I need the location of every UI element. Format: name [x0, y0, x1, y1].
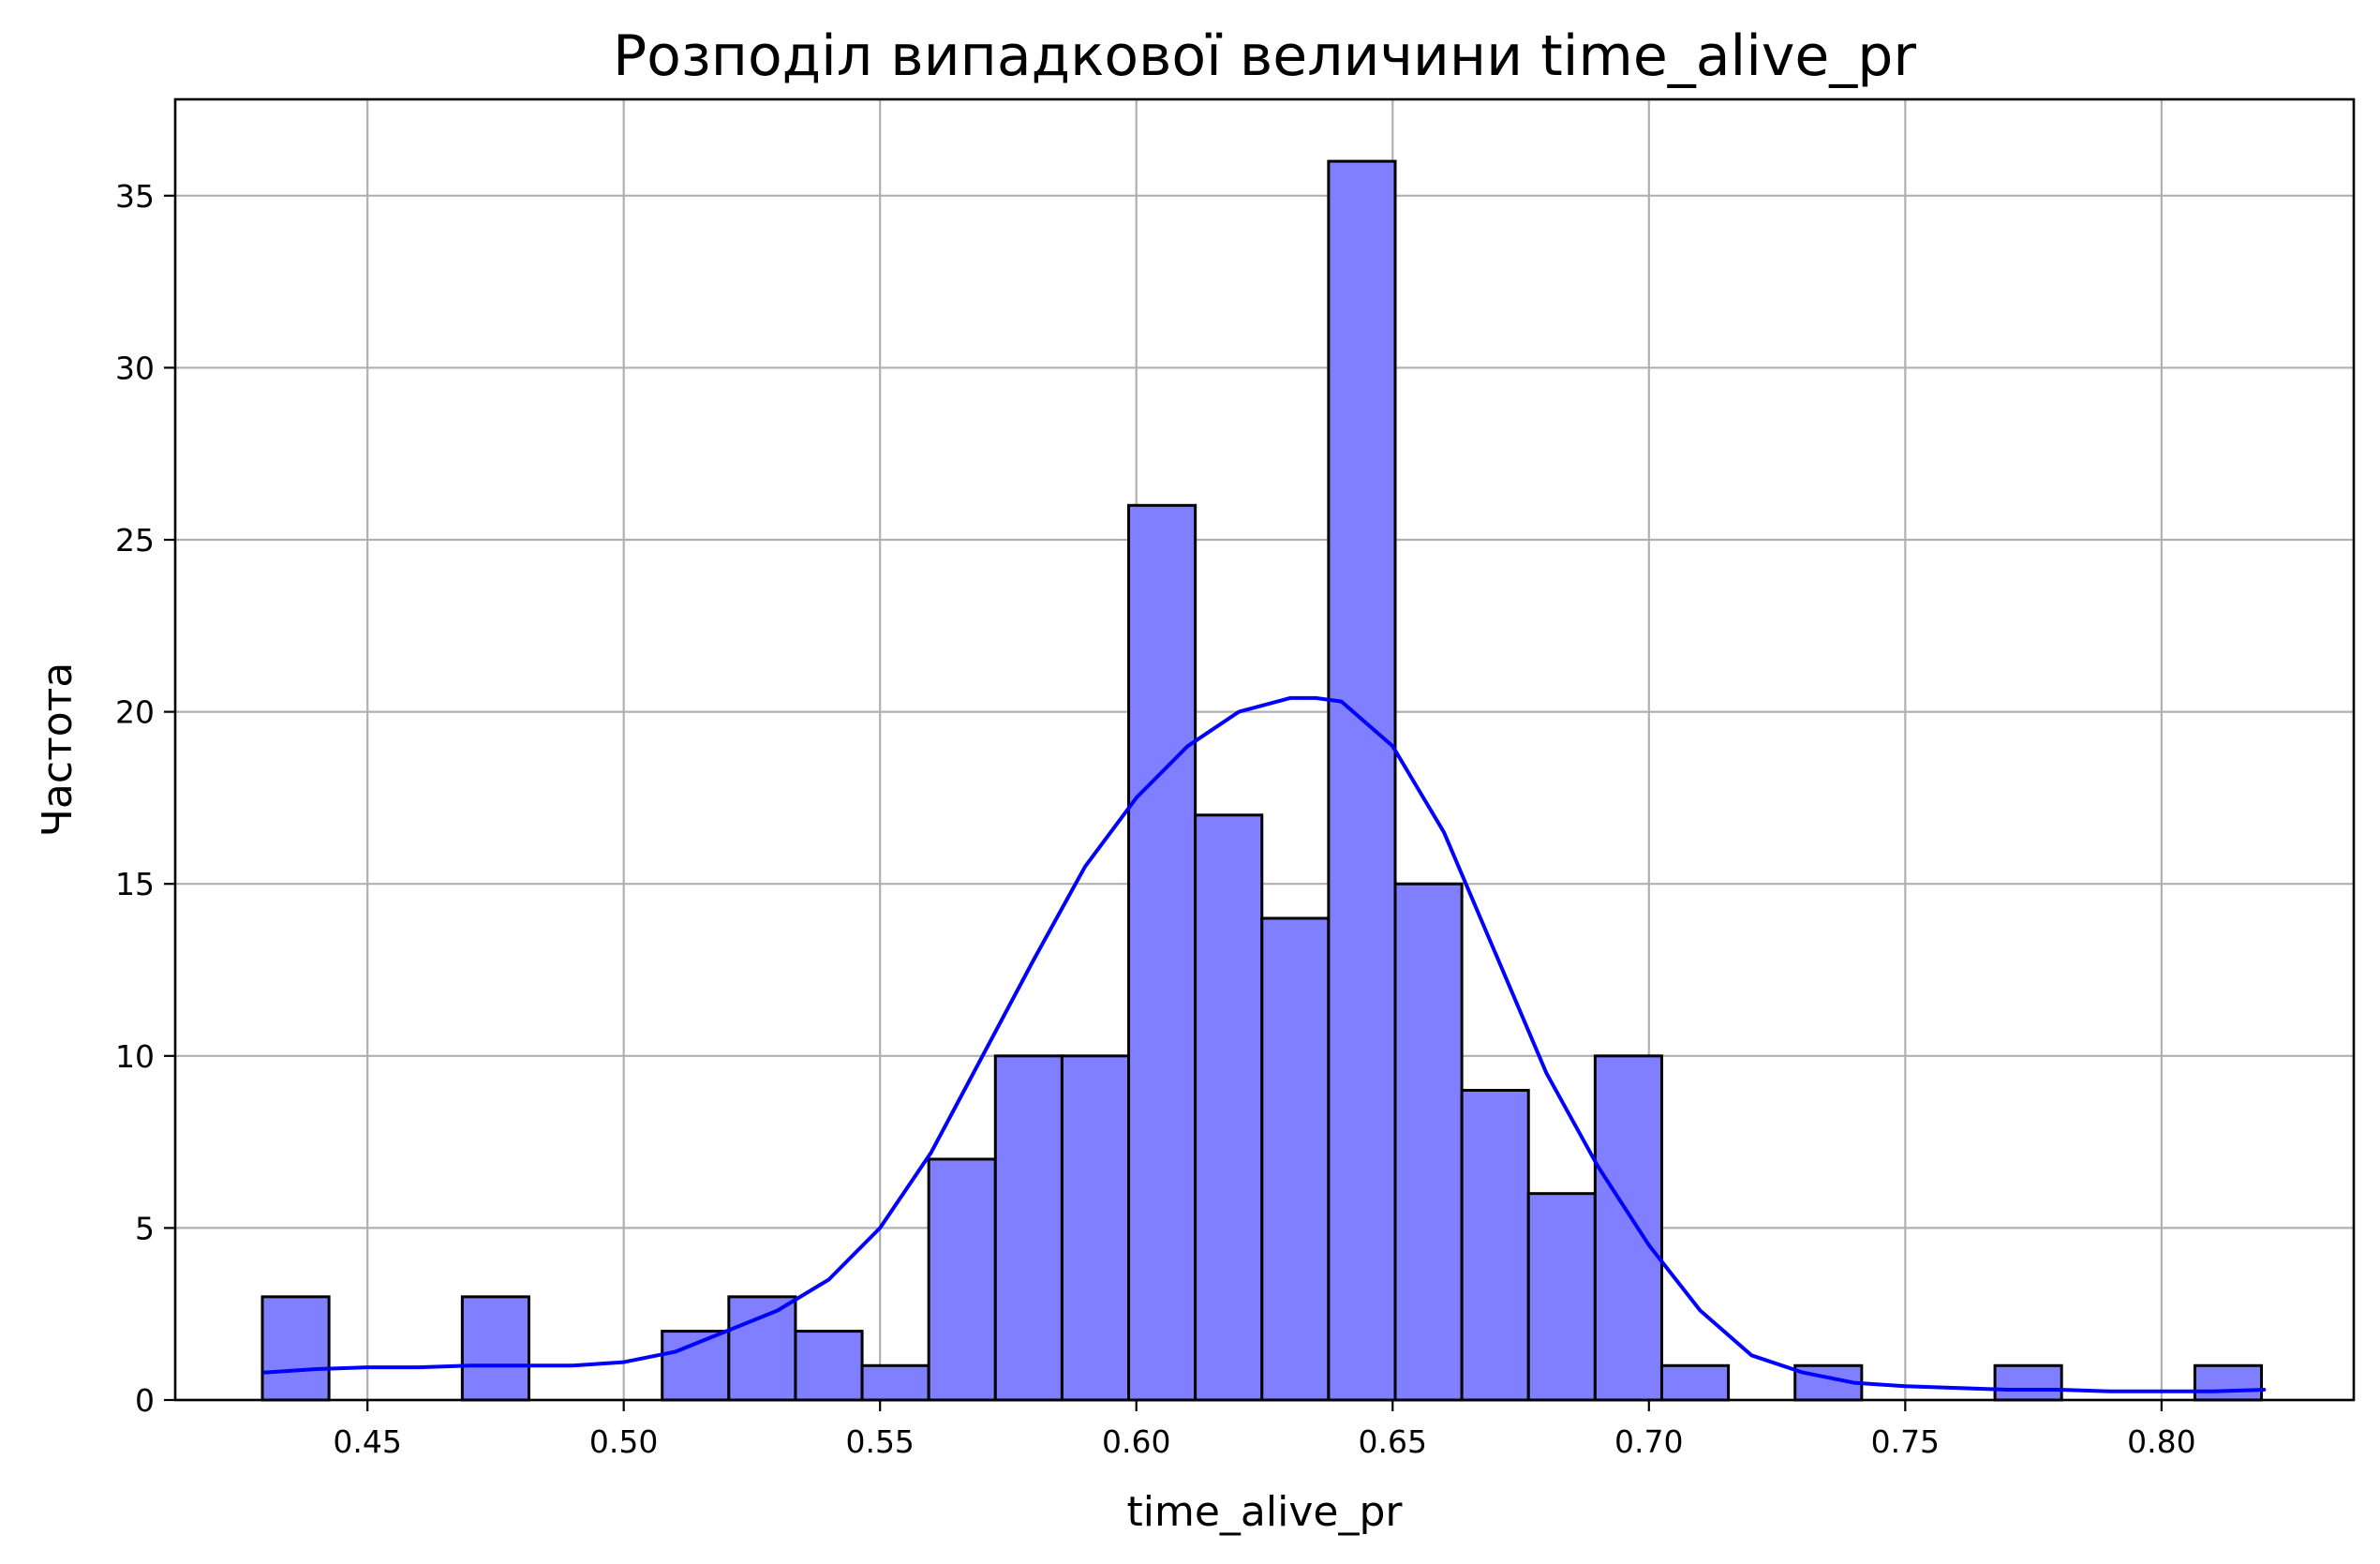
- y-tick-label: 15: [115, 866, 155, 902]
- x-tick-label: 0.50: [589, 1423, 658, 1460]
- histogram-bar: [1993, 1363, 2063, 1402]
- y-tick-label: 25: [115, 522, 155, 559]
- y-tick-label: 20: [115, 694, 155, 731]
- histogram-bar: [260, 1295, 331, 1402]
- histogram-bar: [1526, 1192, 1597, 1402]
- x-tick-label: 0.65: [1359, 1423, 1427, 1460]
- x-axis-label: time_alive_pr: [1127, 1488, 1404, 1536]
- histogram-bar: [1194, 813, 1264, 1402]
- histogram-bar: [1127, 503, 1197, 1402]
- y-tick-label: 35: [115, 178, 155, 215]
- histogram-bar: [661, 1330, 731, 1402]
- x-tick-label: 0.45: [333, 1423, 401, 1460]
- histogram-bar: [993, 1054, 1064, 1402]
- x-tick-label: 0.55: [845, 1423, 914, 1460]
- y-axis-label: Частота: [34, 663, 82, 837]
- x-tick-label: 0.80: [2127, 1423, 2195, 1460]
- x-tick-label: 0.70: [1614, 1423, 1683, 1460]
- y-tick-label: 30: [115, 350, 155, 386]
- histogram-bar: [1060, 1054, 1131, 1402]
- grid-lines: [175, 99, 2354, 1402]
- y-tick-label: 10: [115, 1038, 155, 1075]
- x-axis-ticks: 0.45 0.50 0.55 0.60 0.65 0.70 0.75 0.80: [333, 1400, 2196, 1460]
- histogram-bar: [727, 1295, 797, 1402]
- histogram-bar: [1393, 882, 1464, 1402]
- x-tick-label: 0.75: [1871, 1423, 1940, 1460]
- histogram-bar: [1593, 1054, 1663, 1402]
- histogram-bar: [927, 1157, 997, 1402]
- histogram-bar: [1327, 159, 1397, 1402]
- histogram-bar: [460, 1295, 530, 1402]
- y-tick-label: 5: [135, 1210, 155, 1246]
- histogram-bar: [1659, 1363, 1731, 1402]
- y-axis-ticks: 0 5 10 15 20 25 30 35: [115, 178, 175, 1419]
- histogram-bar: [1260, 916, 1331, 1402]
- y-tick-label: 0: [135, 1382, 155, 1419]
- histogram-bars: [260, 159, 2264, 1402]
- histogram-bar: [860, 1363, 930, 1402]
- chart-title: Розподіл випадкової величини time_alive_…: [613, 23, 1916, 89]
- histogram-bar: [2193, 1363, 2264, 1402]
- histogram-bar: [1460, 1089, 1530, 1402]
- kde-curve-layer: [262, 695, 2267, 1393]
- histogram-bar: [794, 1330, 864, 1402]
- x-tick-label: 0.60: [1102, 1423, 1170, 1460]
- plot-frame: [173, 97, 2356, 1402]
- kde-curve: [262, 695, 2267, 1393]
